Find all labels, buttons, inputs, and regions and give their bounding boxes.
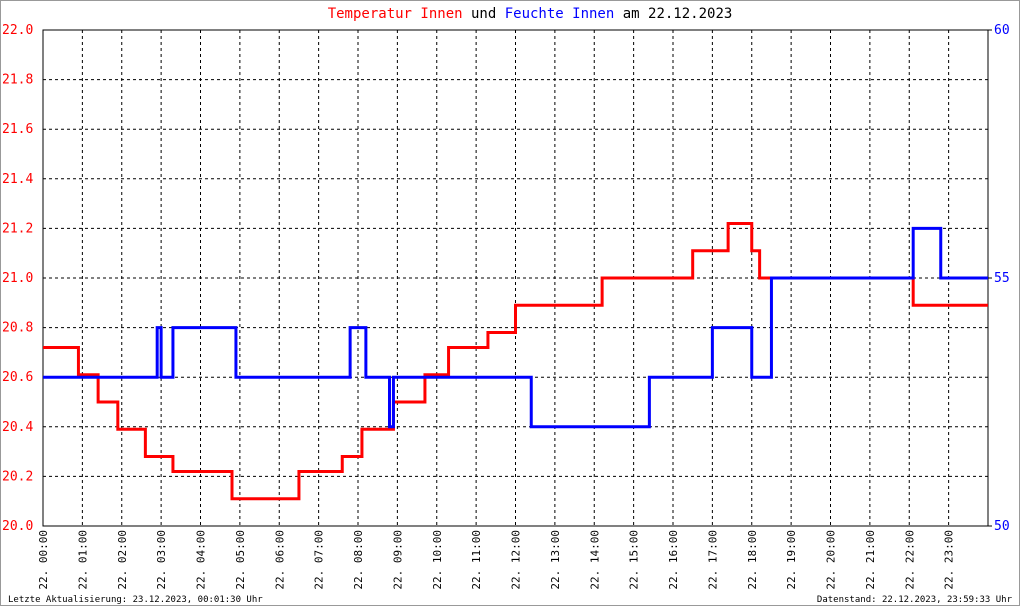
series-line (43, 221, 988, 501)
series-line (43, 226, 988, 429)
x-tick-label: 22. 15:00 (628, 530, 641, 590)
y-tick-label: 20.0 (2, 519, 33, 534)
x-tick-label: 22. 21:00 (864, 530, 877, 590)
y2-tick-label: 60 (994, 23, 1010, 38)
x-tick-label: 22. 11:00 (470, 530, 483, 590)
title-part: am 22.12.2023 (623, 6, 733, 22)
y-tick-label: 20.4 (2, 420, 33, 435)
x-tick-label: 22. 06:00 (273, 530, 286, 590)
chart-title: Temperatur Innen und Feuchte Innen am 22… (328, 6, 733, 22)
x-tick-label: 22. 04:00 (195, 530, 208, 590)
y-tick-label: 20.2 (2, 469, 33, 484)
footer-right: Datenstand: 22.12.2023, 23:59:33 Uhr (817, 595, 1013, 605)
y-tick-label: 21.8 (2, 73, 33, 88)
x-tick-label: 22. 09:00 (391, 530, 404, 590)
x-tick-label: 22. 16:00 (667, 530, 680, 590)
x-tick-label: 22. 03:00 (155, 530, 168, 590)
y-tick-label: 21.4 (2, 172, 33, 187)
x-tick-label: 22. 20:00 (825, 530, 838, 590)
y-tick-label: 22.0 (2, 23, 33, 38)
y-tick-label: 20.6 (2, 370, 33, 385)
x-tick-label: 22. 12:00 (510, 530, 523, 590)
x-tick-label: 22. 05:00 (234, 530, 247, 590)
x-tick-label: 22. 17:00 (706, 530, 719, 590)
x-tick-label: 22. 14:00 (588, 530, 601, 590)
y-tick-label: 21.2 (2, 221, 33, 236)
title-part: Temperatur Innen (328, 6, 463, 22)
footer-left: Letzte Aktualisierung: 23.12.2023, 00:01… (8, 595, 263, 605)
y-tick-label: 21.0 (2, 271, 33, 286)
x-tick-label: 22. 19:00 (785, 530, 798, 590)
y2-tick-label: 55 (994, 271, 1010, 286)
y-tick-label: 20.8 (2, 321, 33, 336)
x-tick-label: 22. 13:00 (549, 530, 562, 590)
x-tick-label: 22. 22:00 (903, 530, 916, 590)
x-tick-label: 22. 01:00 (76, 530, 89, 590)
x-tick-label: 22. 23:00 (943, 530, 956, 590)
x-tick-label: 22. 07:00 (313, 530, 326, 590)
title-part: Feuchte Innen (505, 6, 615, 22)
x-tick-label: 22. 10:00 (431, 530, 444, 590)
y2-tick-label: 50 (994, 519, 1010, 534)
x-tick-label: 22. 02:00 (116, 530, 129, 590)
x-tick-label: 22. 08:00 (352, 530, 365, 590)
x-tick-label: 22. 18:00 (746, 530, 759, 590)
title-part: und (471, 6, 496, 22)
x-tick-label: 22. 00:00 (37, 530, 50, 590)
y-tick-label: 21.6 (2, 122, 33, 137)
